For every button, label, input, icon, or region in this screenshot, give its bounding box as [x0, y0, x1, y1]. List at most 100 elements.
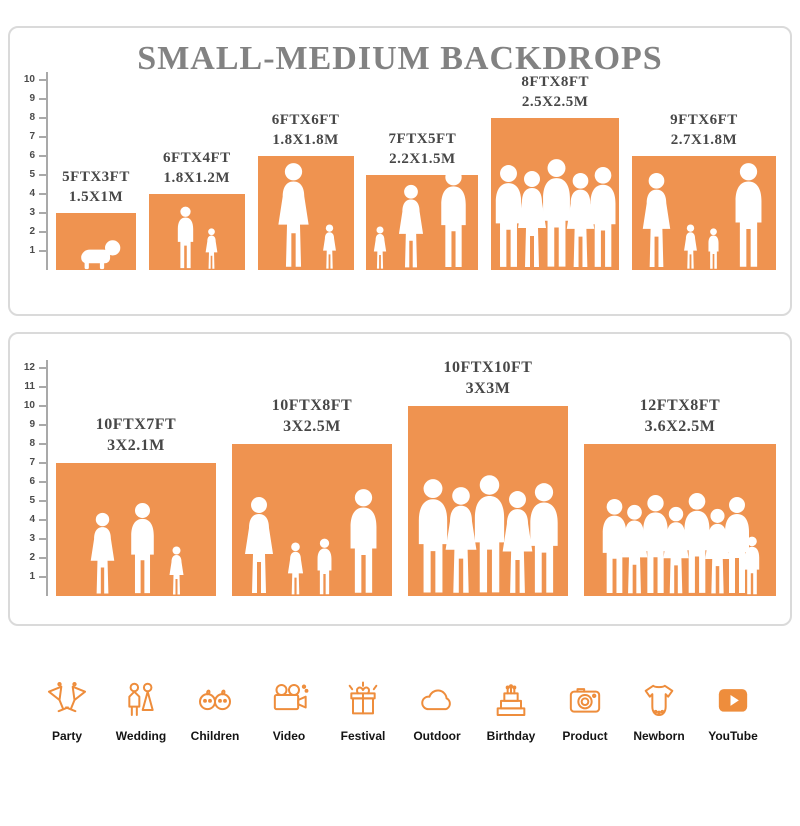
- backdrop-12x8: 12FTX8FT 3.6X2.5M: [584, 396, 776, 596]
- category-label: YouTube: [708, 729, 758, 743]
- height-ruler: 1 2 3 4 5 6 7 8 9 10 11 12: [20, 360, 48, 596]
- ruler-tick: 7: [29, 457, 48, 468]
- size-label: 10FTX8FT 3X2.5M: [271, 397, 353, 436]
- category-label: Festival: [340, 729, 386, 743]
- person-silhouette: [317, 538, 332, 595]
- category-festival: Festival: [332, 680, 394, 743]
- product-icon: [569, 688, 601, 713]
- people-silhouettes: [56, 236, 136, 270]
- newborn-icon: [644, 684, 674, 716]
- ruler-tick: 6: [29, 476, 48, 487]
- festival-icon: [348, 681, 378, 715]
- video-icon: [273, 684, 309, 711]
- ruler-tick: 8: [29, 438, 48, 449]
- category-wedding: Wedding: [110, 680, 172, 743]
- backdrop-8x8: 8FTX8FT 2.5X2.5M: [491, 73, 620, 270]
- youtube-icon: [718, 689, 748, 712]
- size-label: 12FTX8FT 3.6X2.5M: [639, 397, 721, 436]
- people-silhouettes: [149, 206, 245, 270]
- size-label: 8FTX8FT 2.5X2.5M: [521, 74, 590, 110]
- backdrop-bar: [257, 156, 354, 270]
- person-silhouette: [350, 489, 377, 593]
- category-label: Product: [562, 729, 608, 743]
- backdrop-bar: [56, 213, 136, 270]
- ruler-tick: 4: [29, 514, 48, 525]
- people-silhouettes: [491, 158, 619, 270]
- person-silhouette: [398, 184, 423, 268]
- person-silhouette: [169, 546, 183, 595]
- person-silhouette: [643, 172, 671, 268]
- category-newborn: Newborn: [628, 680, 690, 743]
- backdrop-bar: [408, 406, 568, 596]
- party-icon: [47, 681, 87, 713]
- person-silhouette: [684, 224, 698, 269]
- ruler-tick: 2: [29, 552, 48, 563]
- size-label: 10FTX10FT 3X3M: [443, 359, 533, 398]
- size-label: 7FTX5FT 2.2X1.5M: [388, 131, 457, 167]
- size-label: 10FTX7FT 3X2.1M: [95, 416, 177, 455]
- ruler-tick: 9: [29, 93, 48, 104]
- size-label: 9FTX6FT 2.7X1.8M: [670, 112, 738, 148]
- size-label: 6FTX6FT 1.8X1.8M: [271, 112, 340, 148]
- category-children: Children: [184, 680, 246, 743]
- ruler-tick: 10: [24, 400, 48, 411]
- ruler-tick: 3: [29, 207, 48, 218]
- wedding-icon: [128, 682, 154, 716]
- ruler-tick: 1: [29, 245, 48, 256]
- ruler-tick: 11: [24, 381, 48, 392]
- category-outdoor: Outdoor: [406, 680, 468, 743]
- person-silhouette: [441, 169, 466, 267]
- ruler-tick: 6: [29, 150, 48, 161]
- person-silhouette: [130, 502, 154, 594]
- small-medium-panel: SMALL-MEDIUM BACKDROPS 1 2 3 4 5 6 7 8 9 10 5FTX3…: [8, 26, 792, 316]
- people-silhouettes: [56, 502, 216, 596]
- category-label: Outdoor: [413, 729, 461, 743]
- backdrop-bar: [232, 444, 392, 596]
- backdrop-9x6: 9FTX6FT 2.7X1.8M: [631, 111, 776, 270]
- backdrop-bar: [631, 156, 776, 270]
- backdrop-bars-row: 10FTX7FT 3X2.1M 10FTX8FT 3X2.5M 10FTX10FT 3…: [56, 358, 776, 596]
- category-label: Children: [190, 729, 240, 743]
- ruler-tick: 9: [29, 419, 48, 430]
- backdrop-7x5: 7FTX5FT 2.2X1.5M: [366, 130, 479, 270]
- ruler-tick: 1: [29, 571, 48, 582]
- height-ruler: 1 2 3 4 5 6 7 8 9 10: [20, 72, 48, 270]
- people-silhouettes: [584, 492, 776, 596]
- people-silhouettes: [408, 474, 568, 596]
- children-icon: [199, 689, 231, 711]
- backdrop-10x10: 10FTX10FT 3X3M: [408, 358, 568, 596]
- backdrop-6x6: 6FTX6FT 1.8X1.8M: [257, 111, 354, 270]
- backdrop-bar: [491, 118, 620, 270]
- person-silhouette: [744, 536, 760, 595]
- category-row: Party Wedding Children Video: [0, 680, 800, 743]
- category-product: Product: [554, 680, 616, 743]
- person-silhouette: [178, 206, 194, 269]
- category-label: Wedding: [115, 729, 167, 743]
- category-label: Party: [51, 729, 83, 743]
- people-silhouettes: [366, 168, 478, 270]
- ruler-tick: 5: [29, 495, 48, 506]
- person-silhouette: [80, 240, 120, 270]
- medium-large-panel: 1 2 3 4 5 6 7 8 9 10 11 12 10FTX7FT 3X2.1M 10FTX8FT 3…: [8, 332, 792, 626]
- ruler-tick: 10: [24, 74, 48, 85]
- person-silhouette: [530, 483, 558, 593]
- people-silhouettes: [258, 162, 354, 270]
- size-label: 6FTX4FT 1.8X1.2M: [162, 150, 231, 186]
- ruler-tick: 5: [29, 169, 48, 180]
- backdrop-10x8: 10FTX8FT 3X2.5M: [232, 396, 392, 596]
- person-silhouette: [736, 163, 762, 267]
- category-birthday: Birthday: [480, 680, 542, 743]
- ruler-tick: 4: [29, 188, 48, 199]
- person-silhouette: [323, 224, 337, 269]
- backdrop-bars-row: 5FTX3FT 1.5X1M 6FTX4FT 1.8X1.2M 6FTX6FT 1.8…: [56, 73, 776, 270]
- backdrop-bar: [148, 194, 245, 270]
- outdoor-icon: [421, 689, 451, 711]
- category-label: Video: [272, 729, 306, 743]
- category-label: Newborn: [633, 729, 685, 743]
- backdrop-10x7: 10FTX7FT 3X2.1M: [56, 415, 216, 596]
- backdrop-bar: [366, 169, 479, 270]
- person-silhouette: [373, 226, 387, 269]
- person-silhouette: [90, 512, 114, 594]
- ruler-tick: 3: [29, 533, 48, 544]
- people-silhouettes: [232, 488, 392, 596]
